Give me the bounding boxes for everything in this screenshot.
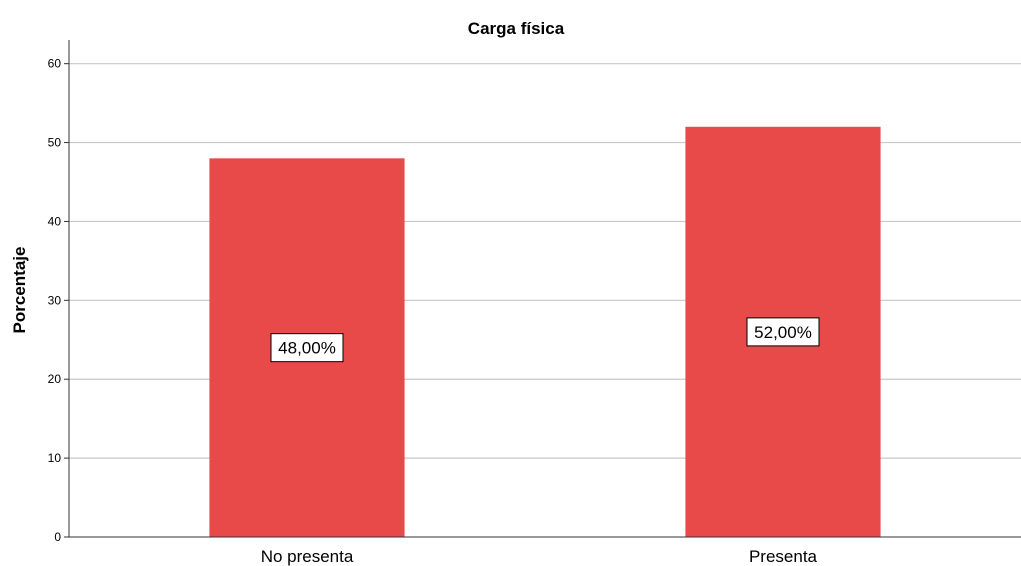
x-tick-label: Presenta: [749, 547, 818, 566]
y-tick-label: 50: [48, 136, 62, 150]
x-tick-label: No presenta: [261, 547, 354, 566]
chart-title: Carga física: [468, 19, 565, 38]
axes: 0 10 20 30 40 50 60 No presenta Presenta: [48, 40, 1021, 566]
data-labels: 48,00% 52,00%: [270, 317, 820, 363]
data-label: 48,00%: [270, 333, 344, 363]
data-label-text: 48,00%: [278, 339, 336, 358]
data-label-box: [270, 333, 344, 363]
y-tick-label: 30: [48, 293, 62, 307]
data-label: 52,00%: [746, 317, 820, 347]
bars: [209, 126, 881, 538]
y-tick-label: 60: [48, 57, 62, 71]
y-tick-label: 10: [48, 451, 62, 465]
y-axis-label: Porcentaje: [10, 247, 29, 334]
y-tick-label: 40: [48, 214, 62, 228]
y-tick-label: 20: [48, 372, 62, 386]
data-label-box: [746, 317, 820, 347]
y-tick-label: 0: [54, 530, 61, 544]
data-label-text: 52,00%: [754, 323, 812, 342]
